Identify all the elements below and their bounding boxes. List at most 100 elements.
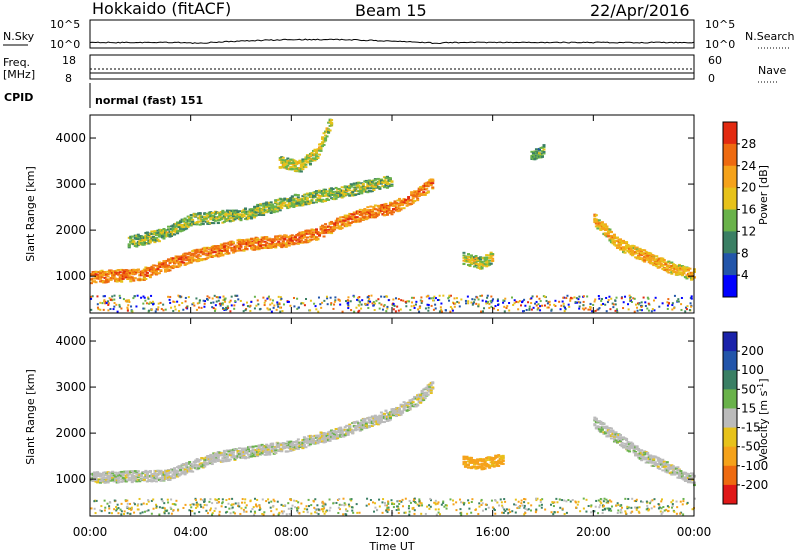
power-cell (345, 215, 349, 218)
power-cell (644, 301, 647, 304)
power-cell (629, 247, 633, 250)
power-cell (349, 213, 353, 216)
power-cell (369, 300, 372, 303)
velocity-cell (91, 477, 95, 480)
power-cell (239, 213, 243, 216)
power-cell (147, 233, 151, 236)
velocity-cell (162, 471, 166, 474)
power-cell (151, 238, 155, 241)
velocity-cell (91, 479, 95, 482)
velocity-cell (204, 458, 208, 461)
power-cell (342, 195, 346, 198)
power-cell (153, 268, 157, 271)
velocity-cell (213, 452, 217, 455)
velocity-cell (210, 455, 214, 458)
power-cell (242, 243, 246, 246)
power-cell (308, 193, 312, 196)
power-cell (316, 148, 320, 151)
power-cell (203, 248, 207, 251)
power-cell (611, 236, 615, 239)
power-cell (594, 225, 598, 228)
power-cell (180, 225, 184, 228)
velocity-cell (99, 480, 103, 483)
velocity-cell (245, 447, 249, 450)
power-cell (257, 211, 261, 214)
power-cell (241, 215, 244, 218)
velocity-cell (121, 472, 125, 475)
power-cell (93, 274, 97, 277)
power-cell (489, 300, 492, 303)
power-cell (168, 262, 172, 265)
power-cell (651, 308, 654, 311)
power-cell (491, 299, 494, 302)
power-cell (260, 247, 264, 250)
velocity-cell (126, 470, 130, 473)
power-cell (250, 208, 254, 211)
power-cell (91, 272, 95, 275)
power-cell (121, 277, 125, 280)
power-cell (223, 308, 226, 311)
power-cell (142, 269, 146, 272)
power-cell (168, 298, 171, 301)
power-cell (413, 199, 417, 202)
power-cell (135, 305, 138, 308)
power-cell (475, 302, 478, 305)
power-cell (650, 255, 654, 258)
power-cell (670, 265, 674, 268)
power-cell (356, 298, 359, 301)
power-cell (628, 249, 632, 252)
power-cell (330, 302, 333, 305)
power-cell (197, 212, 201, 215)
power-cell (245, 308, 248, 311)
velocity-cell (207, 461, 211, 464)
power-cell (641, 257, 645, 260)
power-cell (236, 213, 240, 216)
power-cell (141, 271, 145, 274)
power-cell (363, 209, 367, 212)
power-cell (325, 128, 329, 131)
power-cell (307, 194, 311, 197)
velocity-cell (225, 458, 229, 461)
power-cell (296, 161, 300, 164)
velocity-cell (165, 477, 169, 480)
power-cell (307, 158, 311, 161)
velocity-cell (336, 434, 340, 437)
power-cell (157, 261, 161, 264)
power-cell (425, 295, 428, 298)
power-cell (198, 301, 201, 304)
power-cell (337, 226, 341, 229)
power-cell (230, 210, 234, 213)
power-cell (333, 226, 337, 229)
velocity-cell (206, 455, 210, 458)
power-cell (373, 178, 377, 181)
power-cell (225, 209, 229, 212)
power-cell (355, 306, 358, 309)
velocity-cell (115, 481, 119, 484)
power-cell (227, 216, 231, 219)
power-cell (324, 225, 328, 228)
power-cell (209, 212, 213, 215)
power-cell (128, 300, 131, 303)
power-cell (262, 202, 266, 205)
velocity-cell (322, 433, 326, 436)
power-cell (347, 301, 350, 304)
power-cell (206, 247, 210, 250)
power-cell (310, 236, 314, 239)
power-cell (378, 307, 381, 310)
power-cell (644, 252, 648, 255)
power-cell (159, 265, 163, 268)
velocity-cell (174, 469, 178, 472)
velocity-cell (301, 440, 305, 443)
power-cell (133, 277, 137, 280)
power-cell (231, 242, 235, 245)
velocity-cell (265, 446, 269, 449)
power-cell (171, 264, 175, 267)
power-cell (277, 208, 281, 211)
power-cell (247, 241, 251, 244)
power-cell (638, 247, 642, 250)
power-cell (274, 205, 278, 208)
power-cell (93, 271, 97, 274)
power-cell (170, 259, 174, 262)
velocity-cell (269, 450, 273, 453)
power-cell (209, 215, 213, 218)
